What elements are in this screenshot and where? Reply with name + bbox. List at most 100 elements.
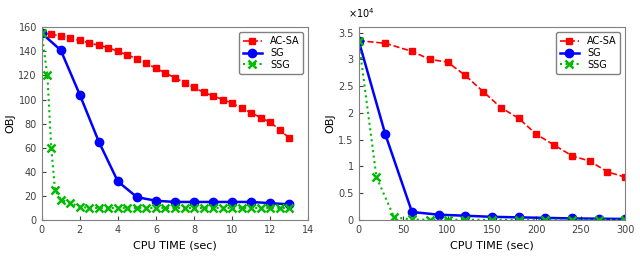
Y-axis label: OBJ: OBJ — [326, 114, 335, 133]
AC-SA — [532, 133, 540, 136]
AC-SA — [604, 170, 611, 173]
AC-SA — [444, 60, 451, 63]
AC-SA — [57, 34, 65, 37]
Line: SSG: SSG — [355, 36, 629, 224]
SSG — [372, 176, 380, 179]
AC-SA — [238, 106, 246, 110]
SSG — [171, 206, 179, 209]
Line: SSG: SSG — [38, 29, 293, 212]
AC-SA — [426, 58, 433, 61]
AC-SA — [209, 94, 217, 98]
AC-SA — [479, 90, 487, 93]
SSG — [247, 206, 255, 209]
SG — [595, 217, 602, 220]
SSG — [200, 206, 207, 209]
AC-SA — [621, 176, 629, 179]
SG — [152, 199, 160, 202]
SSG — [67, 202, 74, 205]
SG — [408, 210, 416, 214]
SSG — [266, 206, 274, 209]
Line: AC-SA: AC-SA — [355, 37, 628, 181]
AC-SA — [143, 62, 150, 65]
AC-SA — [124, 54, 131, 57]
SG — [285, 203, 293, 206]
AC-SA — [228, 102, 236, 105]
SSG — [426, 218, 433, 221]
SG — [488, 215, 496, 218]
AC-SA — [515, 117, 522, 120]
SSG — [143, 206, 150, 209]
SSG — [124, 206, 131, 209]
SG — [461, 214, 469, 217]
AC-SA — [200, 91, 207, 94]
SG — [621, 217, 629, 220]
AC-SA — [219, 98, 227, 101]
SG — [114, 180, 122, 183]
Text: $\times10^4$: $\times10^4$ — [348, 6, 374, 19]
Line: AC-SA: AC-SA — [38, 30, 292, 142]
SSG — [44, 74, 51, 77]
SSG — [621, 218, 629, 221]
SG — [541, 216, 549, 219]
SSG — [238, 206, 246, 209]
AC-SA — [276, 128, 284, 131]
SSG — [95, 206, 102, 209]
SSG — [47, 146, 55, 149]
SSG — [190, 206, 198, 209]
AC-SA — [461, 74, 469, 77]
SG — [38, 32, 45, 35]
SSG — [180, 206, 188, 209]
Legend: AC-SA, SG, SSG: AC-SA, SG, SSG — [556, 32, 620, 74]
Line: SG: SG — [355, 36, 629, 223]
SSG — [444, 218, 451, 221]
SSG — [568, 218, 576, 221]
AC-SA — [408, 50, 416, 53]
AC-SA — [47, 33, 55, 36]
SSG — [541, 218, 549, 221]
AC-SA — [67, 37, 74, 40]
AC-SA — [38, 32, 45, 35]
SSG — [57, 198, 65, 201]
SG — [76, 93, 84, 96]
AC-SA — [568, 154, 576, 157]
SG — [247, 200, 255, 204]
X-axis label: CPU TIME (sec): CPU TIME (sec) — [133, 240, 217, 250]
AC-SA — [86, 41, 93, 45]
AC-SA — [180, 81, 188, 84]
SSG — [595, 218, 602, 221]
AC-SA — [266, 121, 274, 124]
SSG — [488, 218, 496, 221]
SSG — [228, 206, 236, 209]
AC-SA — [247, 111, 255, 114]
SSG — [86, 206, 93, 209]
SG — [209, 200, 217, 204]
AC-SA — [171, 76, 179, 79]
SG — [228, 200, 236, 204]
AC-SA — [190, 86, 198, 89]
AC-SA — [550, 144, 558, 147]
AC-SA — [152, 67, 160, 70]
Legend: AC-SA, SG, SSG: AC-SA, SG, SSG — [239, 32, 303, 74]
AC-SA — [586, 159, 593, 163]
SG — [435, 213, 442, 216]
SG — [355, 39, 362, 42]
AC-SA — [257, 116, 264, 119]
Line: SG: SG — [38, 29, 293, 209]
AC-SA — [381, 42, 389, 45]
SG — [568, 217, 576, 220]
AC-SA — [114, 50, 122, 53]
X-axis label: CPU TIME (sec): CPU TIME (sec) — [450, 240, 534, 250]
SG — [190, 200, 198, 204]
AC-SA — [133, 57, 141, 60]
AC-SA — [497, 106, 505, 109]
SSG — [209, 206, 217, 209]
SG — [381, 133, 389, 136]
SSG — [461, 218, 469, 221]
SSG — [152, 206, 160, 209]
AC-SA — [162, 71, 170, 74]
SSG — [408, 218, 416, 221]
SSG — [114, 206, 122, 209]
SSG — [76, 205, 84, 208]
SG — [515, 216, 522, 219]
SG — [57, 49, 65, 52]
